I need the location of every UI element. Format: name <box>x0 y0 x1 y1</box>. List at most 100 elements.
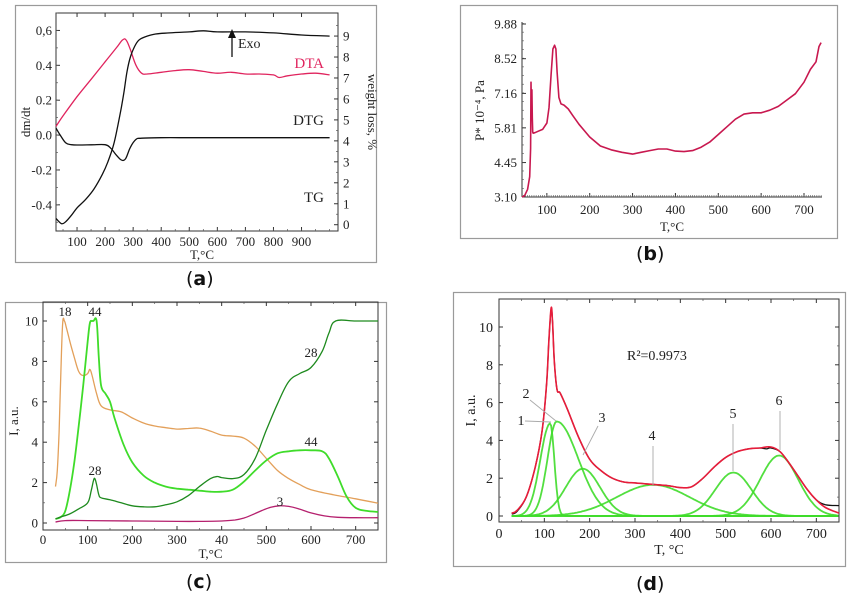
x-tick-label: 400 <box>151 234 171 249</box>
y-axis-title: P* 10⁻⁴, Pa <box>472 80 487 141</box>
x-tick-label: 200 <box>95 234 115 249</box>
series-experimental <box>511 308 840 515</box>
series-peak-2 <box>511 420 839 517</box>
x-axis-title: T,°C <box>190 247 214 262</box>
annotation-dta: DTA <box>294 56 324 72</box>
x-tick-label: 200 <box>580 202 600 217</box>
y-tick-label: 7.16 <box>494 86 517 101</box>
exo-arrowhead-icon <box>228 29 236 38</box>
x-tick-label: 700 <box>794 202 814 217</box>
annotation-label: 44 <box>305 434 319 449</box>
y-tick-label: 2 <box>486 472 493 487</box>
x-axis-title: T,°C <box>198 546 222 561</box>
y-tick-label: 6 <box>32 394 39 409</box>
y-tick-label: 10 <box>479 321 493 336</box>
series-tg <box>55 30 330 225</box>
y-tick-label: 4 <box>486 434 493 449</box>
y2-tick-label: 3 <box>343 154 350 169</box>
panel-b-frame <box>459 4 839 240</box>
annotation-leader-line <box>582 425 599 456</box>
y2-tick-label: 9 <box>343 29 350 44</box>
panel-label-d: (d) <box>636 573 665 595</box>
y-tick-label: 4.45 <box>494 155 517 170</box>
y2-tick-label: 1 <box>343 196 350 211</box>
y-tick-label: 9.88 <box>494 17 517 32</box>
annotation-r-squared: R²=0.9973 <box>627 349 687 364</box>
series-m-z-44 <box>55 317 379 520</box>
series-peak-1 <box>511 422 839 517</box>
x-tick-label: 100 <box>534 527 555 542</box>
x-tick-label: 300 <box>623 202 643 217</box>
annotation-peak-label: 1 <box>518 414 525 429</box>
y-tick-label: 0,6 <box>36 23 53 38</box>
panel-b-chart: 100 200 300 400 500 600 700 3.10 4.45 5.81 7.16 8.5… <box>472 17 822 234</box>
series-fit <box>511 306 840 514</box>
annotation-leader-line <box>529 399 557 422</box>
x-tick-label: 600 <box>301 532 321 547</box>
plot-area-d <box>498 298 840 523</box>
x-tick-label: 700 <box>236 234 256 249</box>
x-tick-label: 500 <box>257 532 277 547</box>
panel-a-chart: 100 200 300 400 500 600 700 800 900 0,6 0.4 0.2 0.0 -… <box>18 12 380 262</box>
y-tick-label: 6 <box>486 397 493 412</box>
panel-d-frame <box>452 291 847 568</box>
series-m-z-28 <box>55 319 378 520</box>
panel-label-a: (a) <box>186 268 214 290</box>
x-tick-label: 200 <box>123 532 143 547</box>
x-axis-title: T,°C <box>660 219 684 234</box>
panel-c-chart: 0 100 200 300 40 500 600 700 0 2 4 6 8 10 T,°C I, a.u. 1… <box>6 301 379 561</box>
x-tick-label: 500 <box>180 234 200 249</box>
x-tick-label: 300 <box>167 532 187 547</box>
x-tick-label: 100 <box>78 532 98 547</box>
x-axis-title: T, °C <box>654 543 683 558</box>
annotation-label: 28 <box>305 345 318 360</box>
x-tick-label: 800 <box>264 234 284 249</box>
x-tick-label: 500 <box>715 527 736 542</box>
x-tick-label: 400 <box>666 202 686 217</box>
annotation-peak-label: 3 <box>599 411 606 426</box>
x-tick-label: 0 <box>40 532 47 547</box>
x-tick-label: 40 <box>215 532 228 547</box>
annotation-label: 3 <box>277 494 284 509</box>
y-tick-label: -0.4 <box>31 197 52 212</box>
series-m-z-18 <box>54 317 379 504</box>
x-tick-label: 300 <box>625 527 646 542</box>
annotation-label: 18 <box>59 304 72 319</box>
y-tick-label: 0.2 <box>36 93 52 108</box>
y-tick-label: 10 <box>25 314 38 329</box>
panel-c-frame <box>4 301 388 564</box>
annotation-label: 44 <box>89 304 103 319</box>
y-tick-label: -0.2 <box>31 162 52 177</box>
series-peak-3 <box>511 467 839 517</box>
y-tick-label: 0.4 <box>36 58 53 73</box>
x-tick-label: 300 <box>123 234 143 249</box>
x-tick-label: 100 <box>67 234 87 249</box>
annotation-peak-label: 6 <box>776 394 783 409</box>
panel-d-chart: 0 100 200 300 400 500 600 700 0 2 4 6 8 10 T, °C I, a.u… <box>464 298 840 558</box>
y2-tick-label: 5 <box>343 112 350 127</box>
x-tick-label: 0 <box>496 527 503 542</box>
annotation-peak-label: 4 <box>649 429 656 444</box>
series-dtg <box>55 127 330 162</box>
y-axis-title: I, a.u. <box>6 406 21 436</box>
x-tick-label: 600 <box>208 234 228 249</box>
plot-area-a <box>55 12 339 232</box>
y-axis-title: dm/dt <box>18 106 33 137</box>
y-tick-label: 8 <box>486 359 493 374</box>
y2-tick-label: 8 <box>343 50 350 65</box>
panel-label-b: (b) <box>636 243 665 265</box>
x-tick-label: 700 <box>806 527 827 542</box>
annotation-label: 28 <box>89 463 102 478</box>
annotation-peak-label: 2 <box>523 387 530 402</box>
series-m-z-3 <box>55 505 379 523</box>
series-peak-6 <box>511 454 839 517</box>
x-tick-label: 500 <box>709 202 729 217</box>
annotation-dtg: DTG <box>293 113 324 129</box>
y-tick-label: 8 <box>32 354 39 369</box>
series-pressure <box>521 42 822 198</box>
y-tick-label: 2 <box>32 475 39 490</box>
y-tick-label: 3.10 <box>494 190 517 205</box>
series-dta <box>55 38 330 127</box>
y-tick-label: 0.0 <box>36 128 52 143</box>
y-tick-label: 8.52 <box>494 51 517 66</box>
